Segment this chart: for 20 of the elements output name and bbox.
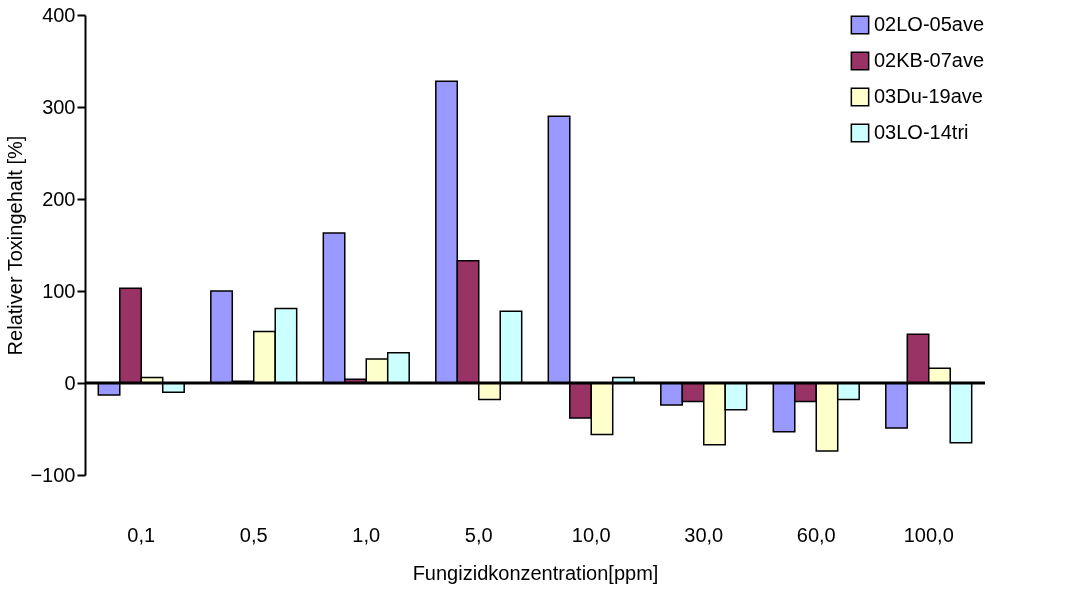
y-tick-label: 300 [42, 95, 76, 118]
y-tick-label: 0 [64, 371, 76, 394]
y-tick-label: −100 [30, 463, 76, 486]
y-axis-title: Relativer Toxingehalt [%] [4, 135, 27, 356]
legend-label: 03LO-14tri [874, 121, 969, 143]
x-tick-label: 0,1 [127, 523, 156, 546]
x-tick-label: 30,0 [684, 523, 724, 546]
x-tick-label: 1,0 [352, 523, 381, 546]
x-tick-label: 0,5 [239, 523, 268, 546]
x-tick-label: 5,0 [464, 523, 493, 546]
x-tick-label: 100,0 [903, 523, 954, 546]
x-tick-label: 10,0 [571, 523, 611, 546]
legend-label: 03Du-19ave [874, 85, 983, 107]
x-tick-label: 60,0 [796, 523, 836, 546]
y-tick-label: 400 [42, 3, 76, 26]
legend-label: 02KB-07ave [874, 49, 985, 71]
y-tick-label: 100 [42, 279, 76, 302]
y-tick-label: 200 [42, 187, 76, 210]
legend-label: 02LO-05ave [874, 13, 985, 35]
x-axis-title: Fungizidkonzentration[ppm] [412, 561, 659, 584]
